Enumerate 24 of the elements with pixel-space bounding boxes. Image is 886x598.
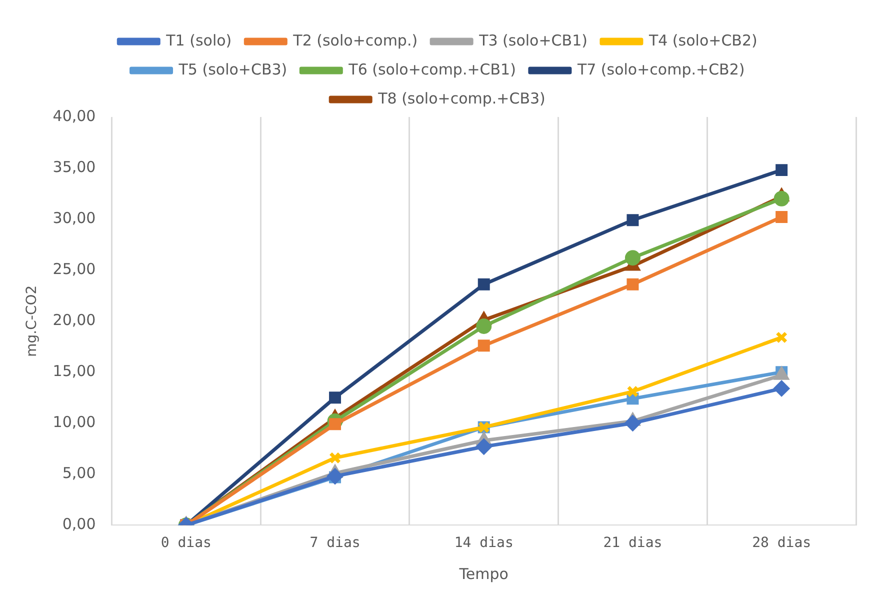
- legend-label: T5 (solo+CB3): [178, 60, 288, 78]
- legend-label: T6 (solo+comp.+CB1): [348, 60, 516, 78]
- y-axis-title: mg.C-CO2: [24, 285, 40, 357]
- legend-label: T4 (solo+CB2): [648, 31, 758, 50]
- x-tick-label: 7 dias: [310, 535, 360, 552]
- y-tick-label: 5,00: [62, 464, 96, 482]
- y-tick-label: 15,00: [52, 362, 96, 380]
- x-tick-label: 0 dias: [160, 535, 212, 552]
- legend-label: T3 (solo+CB1): [478, 31, 588, 50]
- y-tick-label: 40,00: [52, 106, 96, 125]
- y-tick-label: 30,00: [52, 208, 96, 227]
- legend-label: T2 (solo+comp.): [292, 31, 418, 50]
- y-tick-label: 25,00: [52, 260, 96, 278]
- y-tick-label: 35,00: [52, 158, 96, 176]
- y-tick-label: 20,00: [52, 310, 96, 329]
- x-axis-title: Tempo: [458, 564, 508, 583]
- x-tick-label: 14 dias: [454, 535, 514, 552]
- x-tick-label: 28 dias: [752, 535, 812, 552]
- y-tick-label: 0,00: [62, 515, 96, 534]
- legend-label: T1 (solo): [165, 31, 232, 50]
- legend-label: T7 (solo+comp.+CB2): [576, 60, 745, 78]
- y-tick-label: 10,00: [52, 413, 96, 432]
- legend-label: T8 (solo+comp.+CB3): [377, 89, 546, 108]
- x-tick-label: 21 dias: [603, 535, 662, 552]
